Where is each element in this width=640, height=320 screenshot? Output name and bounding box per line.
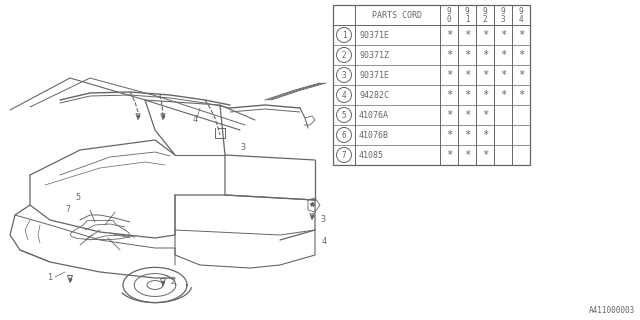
Text: 9: 9 <box>483 7 487 17</box>
Text: *: * <box>518 30 524 40</box>
Bar <box>333 5 530 165</box>
Text: *: * <box>482 50 488 60</box>
Text: 90371E: 90371E <box>359 70 389 79</box>
Text: 5: 5 <box>75 194 80 203</box>
Text: *: * <box>464 90 470 100</box>
Text: *: * <box>446 70 452 80</box>
Text: 90371Z: 90371Z <box>359 51 389 60</box>
Text: *: * <box>464 30 470 40</box>
Text: 7: 7 <box>65 205 70 214</box>
Text: 2: 2 <box>342 51 346 60</box>
Text: 2: 2 <box>483 14 487 23</box>
Text: *: * <box>446 150 452 160</box>
Text: *: * <box>446 50 452 60</box>
Text: 2: 2 <box>170 277 175 286</box>
Text: *: * <box>500 70 506 80</box>
Text: PARTS CORD: PARTS CORD <box>372 11 422 20</box>
Text: 3: 3 <box>320 215 325 225</box>
Text: 4: 4 <box>193 116 198 124</box>
Text: *: * <box>446 30 452 40</box>
Text: 7: 7 <box>342 150 346 159</box>
Text: *: * <box>518 50 524 60</box>
Text: 41076A: 41076A <box>359 110 389 119</box>
Text: A411000003: A411000003 <box>589 306 635 315</box>
Text: *: * <box>446 90 452 100</box>
Text: *: * <box>482 90 488 100</box>
Text: *: * <box>482 110 488 120</box>
Text: *: * <box>464 110 470 120</box>
Text: *: * <box>500 30 506 40</box>
Text: *: * <box>464 50 470 60</box>
Text: 90371E: 90371E <box>359 30 389 39</box>
Text: *: * <box>464 70 470 80</box>
Text: 41085: 41085 <box>359 150 384 159</box>
Text: 6: 6 <box>342 131 346 140</box>
Text: 3: 3 <box>342 70 346 79</box>
Text: 1: 1 <box>342 30 346 39</box>
Text: *: * <box>482 30 488 40</box>
Text: *: * <box>482 130 488 140</box>
Text: 9: 9 <box>447 7 451 17</box>
Text: 4: 4 <box>518 14 524 23</box>
Text: 9: 9 <box>465 7 469 17</box>
Text: *: * <box>500 90 506 100</box>
Text: *: * <box>482 70 488 80</box>
Text: 1: 1 <box>465 14 469 23</box>
Text: *: * <box>482 150 488 160</box>
Text: *: * <box>446 130 452 140</box>
Text: 0: 0 <box>447 14 451 23</box>
Text: 41076B: 41076B <box>359 131 389 140</box>
Text: *: * <box>464 130 470 140</box>
Text: *: * <box>500 50 506 60</box>
Text: 1: 1 <box>48 274 53 283</box>
Text: 4: 4 <box>342 91 346 100</box>
Text: 3: 3 <box>500 14 506 23</box>
Text: *: * <box>518 90 524 100</box>
Text: *: * <box>464 150 470 160</box>
Text: 9: 9 <box>518 7 524 17</box>
Text: 5: 5 <box>342 110 346 119</box>
Text: 4: 4 <box>322 237 327 246</box>
Text: *: * <box>518 70 524 80</box>
Text: 3: 3 <box>240 143 245 153</box>
Text: 94282C: 94282C <box>359 91 389 100</box>
Text: *: * <box>446 110 452 120</box>
Text: 9: 9 <box>500 7 506 17</box>
